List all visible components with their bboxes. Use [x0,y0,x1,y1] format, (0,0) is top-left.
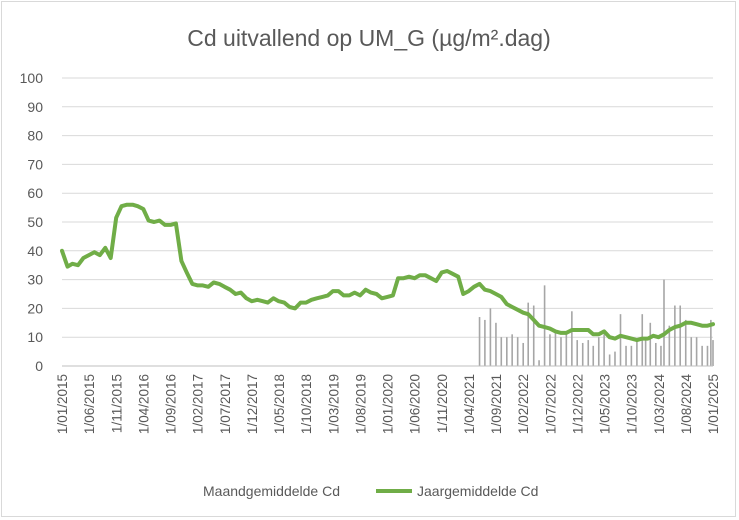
y-tick-label: 40 [27,243,43,259]
bar-monthly [587,340,590,366]
bar-monthly [684,319,687,366]
bar-series-monthly [478,279,714,366]
y-tick-label: 30 [27,272,43,288]
bar-monthly [712,340,714,366]
x-tick-label: 1/03/2024 [652,374,667,435]
y-tick-label: 50 [27,214,43,230]
bar-monthly [500,337,503,366]
x-tick-label: 1/10/2023 [625,374,640,434]
x-tick-label: 1/07/2017 [218,374,233,434]
y-tick-label: 100 [20,70,44,86]
x-tick-label: 1/04/2016 [136,374,151,434]
bar-monthly [695,337,698,366]
y-tick-label: 90 [27,99,43,115]
x-tick-label: 1/11/2015 [109,374,124,433]
bar-monthly [654,342,657,366]
bar-monthly [516,337,519,366]
bar-monthly [478,317,481,366]
bar-monthly [554,331,557,366]
x-tick-label: 1/01/2020 [381,374,396,434]
bar-monthly [625,345,627,366]
x-tick-label: 1/04/2021 [462,374,477,434]
bar-monthly [636,340,638,366]
bar-monthly [706,345,709,366]
bar-monthly [592,345,595,366]
bar-monthly [522,342,525,366]
x-tick-label: 1/02/2017 [191,374,206,434]
x-tick-label: 1/09/2021 [489,374,504,434]
bar-monthly [630,345,633,366]
bar-monthly [527,302,529,366]
bar-monthly [603,334,605,366]
bar-monthly [608,354,611,366]
bar-monthly [597,337,600,366]
y-tick-label: 0 [35,358,43,374]
y-tick-label: 10 [27,329,43,345]
bar-monthly [532,305,535,366]
x-tick-label: 1/12/2017 [245,374,260,434]
bar-monthly [511,334,513,366]
bar-monthly [668,325,671,366]
bar-monthly [576,340,579,366]
x-tick-label: 1/11/2020 [435,374,450,433]
bar-monthly [701,345,703,366]
y-axis: 0 10 20 30 40 50 60 70 80 90 100 [20,70,44,374]
x-tick-label: 1/01/2025 [706,374,721,434]
bar-monthly [484,319,486,366]
bar-monthly [644,337,647,366]
bar-monthly [506,337,508,366]
legend: Maandgemiddelde Cd Jaargemiddelde Cd [203,483,538,499]
line-yearly [60,202,715,343]
bar-monthly [489,308,492,366]
bar-monthly [571,311,573,366]
bar-monthly [538,360,540,366]
x-tick-label: 1/09/2016 [164,374,179,434]
x-tick-label: 1/05/2018 [272,374,287,434]
y-tick-label: 80 [27,128,43,144]
bar-monthly [565,331,568,366]
x-tick-label: 1/06/2020 [408,374,423,434]
y-tick-label: 20 [27,300,43,316]
x-tick-label: 1/10/2018 [299,374,314,434]
y-tick-label: 70 [27,156,43,172]
x-tick-label: 1/12/2022 [570,374,585,434]
x-tick-label: 1/07/2022 [543,374,558,434]
legend-label-monthly: Maandgemiddelde Cd [203,483,340,499]
bar-monthly [649,322,652,366]
chart-title: Cd uitvallend op UM_G (µg/m².dag) [187,25,551,51]
bar-monthly [674,305,676,366]
legend-label-yearly: Jaargemiddelde Cd [417,483,538,499]
bar-monthly [619,314,622,366]
bar-monthly [663,279,665,366]
x-tick-label: 1/06/2015 [82,374,97,434]
x-tick-label: 1/03/2019 [326,374,341,434]
bar-monthly [614,351,616,366]
x-tick-label: 1/02/2022 [516,374,531,434]
y-tick-label: 60 [27,185,43,201]
x-tick-label: 1/01/2015 [55,374,70,434]
bar-monthly [560,337,562,366]
bar-monthly [679,305,682,366]
x-axis: 1/01/2015 1/06/2015 1/11/2015 1/04/2016 1/09… [55,365,721,435]
line-series-yearly [60,202,715,343]
bar-monthly [549,334,551,366]
bar-monthly [690,337,693,366]
x-tick-label: 1/08/2024 [679,374,694,435]
x-tick-label: 1/08/2019 [353,374,368,434]
bar-monthly [581,342,584,366]
bar-monthly [495,322,497,366]
x-tick-label: 1/05/2023 [598,374,613,434]
bar-monthly [660,345,662,366]
bar-monthly [710,319,712,366]
